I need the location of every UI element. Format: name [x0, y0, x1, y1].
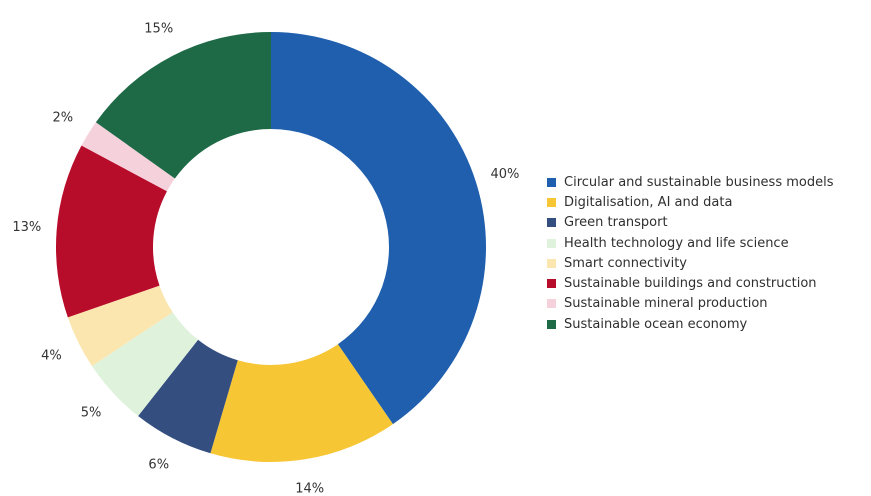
legend-swatch	[547, 238, 556, 248]
legend-swatch	[547, 177, 556, 187]
legend-label: Sustainable mineral production	[564, 296, 768, 312]
legend-label: Smart connectivity	[564, 255, 687, 271]
legend-item-smart-connectivity: Smart connectivity	[547, 253, 833, 273]
legend-item-circular-and-sustainable-business-models: Circular and sustainable business models	[547, 172, 833, 192]
legend-label: Health technology and life science	[564, 235, 789, 251]
legend-swatch	[547, 258, 556, 268]
slice-smart-connectivity	[67, 285, 173, 367]
legend-swatch	[547, 319, 556, 329]
slice-digitalisation-ai-and-data	[210, 344, 393, 462]
data-label-sustainable-ocean-economy: 15%	[144, 22, 173, 37]
slice-sustainable-ocean-economy	[95, 32, 271, 179]
legend-swatch	[547, 197, 556, 207]
legend-label: Green transport	[564, 215, 668, 231]
legend-swatch	[547, 299, 556, 309]
data-label-smart-connectivity: 4%	[41, 348, 62, 363]
data-label-sustainable-buildings-and-construction: 13%	[12, 220, 41, 235]
legend-item-health-technology-and-life-science: Health technology and life science	[547, 233, 833, 253]
donut-slices	[55, 32, 486, 462]
legend-label: Digitalisation, AI and data	[564, 194, 733, 210]
chart-legend: Circular and sustainable business models…	[547, 172, 833, 334]
slice-green-transport	[138, 339, 238, 454]
legend-label: Sustainable ocean economy	[564, 316, 748, 332]
legend-item-sustainable-buildings-and-construction: Sustainable buildings and construction	[547, 273, 833, 293]
legend-swatch	[547, 218, 556, 228]
data-label-green-transport: 6%	[148, 457, 169, 472]
slice-health-technology-and-life-science	[91, 312, 199, 417]
data-label-health-technology-and-life-science: 5%	[81, 406, 102, 421]
legend-item-sustainable-mineral-production: Sustainable mineral production	[547, 294, 833, 314]
data-label-circular-and-sustainable-business-models: 40%	[490, 167, 519, 182]
slice-sustainable-buildings-and-construction	[55, 145, 167, 318]
legend-swatch	[547, 279, 556, 289]
data-label-digitalisation-ai-and-data: 14%	[295, 481, 324, 496]
percentage-labels: 40% 14% 6% 5% 4% 13% 2% 15%	[12, 22, 519, 496]
data-label-sustainable-mineral-production: 2%	[53, 110, 74, 125]
legend-item-sustainable-ocean-economy: Sustainable ocean economy	[547, 314, 833, 334]
legend-item-digitalisation-ai-and-data: Digitalisation, AI and data	[547, 192, 833, 212]
legend-item-green-transport: Green transport	[547, 213, 833, 233]
slice-sustainable-mineral-production	[81, 122, 175, 192]
slice-circular-and-sustainable-business-models	[271, 32, 486, 425]
legend-label: Circular and sustainable business models	[564, 174, 834, 190]
legend-label: Sustainable buildings and construction	[564, 276, 817, 292]
